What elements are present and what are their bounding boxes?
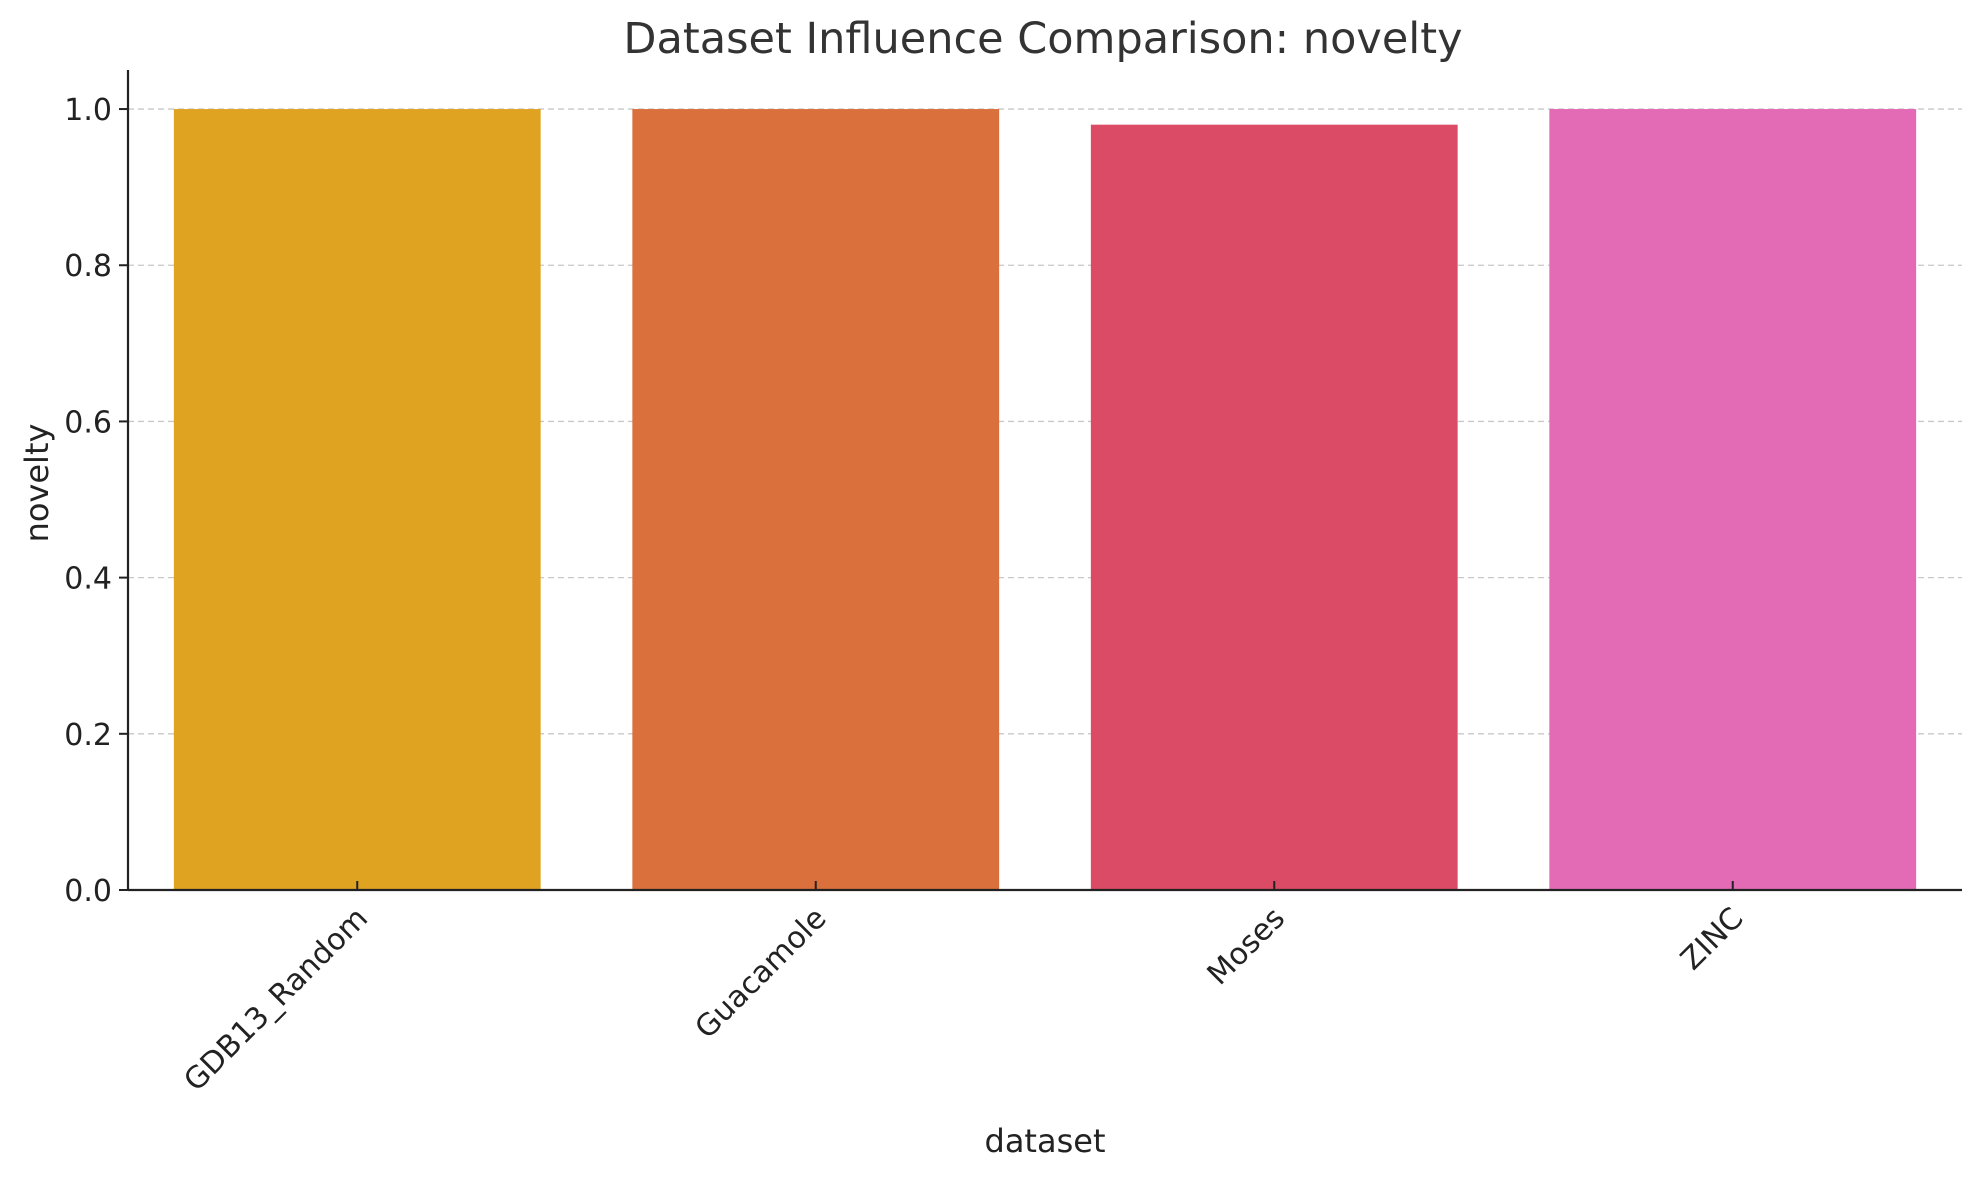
bar-zinc [1549, 109, 1917, 891]
y-axis-label: novelty [18, 424, 56, 543]
x-axis-label: dataset [985, 1122, 1106, 1160]
x-tick-label: Moses [1201, 901, 1292, 992]
bar-guacamole [632, 109, 1000, 891]
bars [173, 109, 1917, 891]
bar-moses [1090, 124, 1458, 890]
x-tick-label: Guacamole [689, 901, 834, 1046]
bar-gdb13_random [173, 109, 541, 891]
y-tick-label: 0.4 [64, 562, 112, 597]
chart-title: Dataset Influence Comparison: novelty [623, 14, 1462, 64]
y-tick-label: 0.0 [64, 874, 112, 909]
x-tick-label: GDB13_Random [177, 901, 375, 1099]
x-tick-label: ZINC [1674, 901, 1750, 977]
y-tick-label: 0.2 [64, 718, 112, 753]
y-tick-label: 1.0 [64, 93, 112, 128]
y-tick-label: 0.8 [64, 249, 112, 284]
y-tick-label: 0.6 [64, 405, 112, 440]
